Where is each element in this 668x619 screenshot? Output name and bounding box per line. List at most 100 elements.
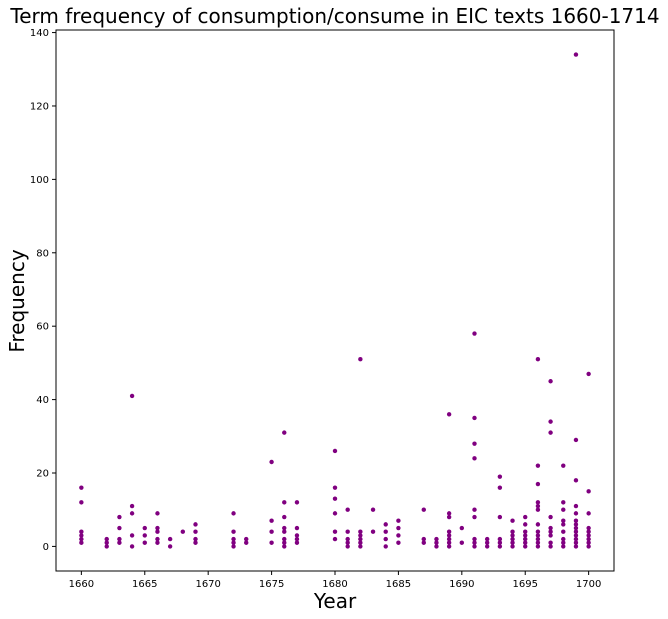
data-point <box>396 525 401 531</box>
data-point <box>345 544 350 549</box>
data-point <box>472 456 477 461</box>
data-point <box>282 540 287 545</box>
data-point <box>193 536 198 542</box>
data-point <box>282 536 287 542</box>
data-point <box>573 544 579 549</box>
data-point <box>459 525 465 531</box>
data-point <box>345 540 350 545</box>
data-point <box>535 544 541 549</box>
data-point <box>484 536 490 542</box>
data-point <box>586 544 591 549</box>
data-point <box>358 536 363 542</box>
data-point <box>142 525 147 531</box>
data-point <box>282 544 287 549</box>
data-point <box>446 529 452 534</box>
data-point <box>332 511 338 516</box>
data-point <box>510 518 515 523</box>
data-point <box>269 540 274 545</box>
data-point <box>561 544 566 549</box>
data-point <box>383 529 388 534</box>
data-point <box>358 544 363 549</box>
x-axis-label: Year <box>313 589 357 613</box>
data-point <box>561 463 566 468</box>
data-point <box>510 540 515 545</box>
data-point <box>421 540 426 545</box>
data-point <box>573 437 579 443</box>
data-point <box>446 533 452 538</box>
data-point <box>129 544 135 549</box>
data-point <box>142 540 147 545</box>
data-point <box>497 536 503 542</box>
data-point <box>535 463 541 468</box>
data-point <box>167 544 173 549</box>
data-point <box>231 529 236 534</box>
data-point <box>523 529 528 534</box>
data-point <box>535 533 541 538</box>
data-point <box>269 459 274 465</box>
y-tick-label: 120 <box>30 101 49 112</box>
data-point <box>332 536 338 542</box>
data-point <box>510 544 515 549</box>
data-point <box>79 500 84 505</box>
data-point <box>332 529 338 534</box>
data-point <box>244 540 249 545</box>
data-points <box>79 52 591 549</box>
data-point <box>472 540 477 545</box>
y-tick-label: 100 <box>30 175 49 186</box>
data-point <box>484 544 490 549</box>
y-axis-label: Frequency <box>5 249 29 352</box>
data-point <box>535 540 541 545</box>
data-point <box>155 529 160 534</box>
data-point <box>79 529 84 534</box>
data-point <box>79 485 84 490</box>
data-point <box>586 371 591 377</box>
y-tick-label: 80 <box>36 248 49 259</box>
y-tick-label: 0 <box>43 542 49 553</box>
data-point <box>535 357 541 362</box>
data-point <box>586 529 591 534</box>
data-point <box>104 544 109 549</box>
data-point <box>523 540 528 545</box>
data-point <box>586 511 591 516</box>
data-point <box>294 536 300 542</box>
data-point <box>129 511 135 516</box>
data-point <box>561 500 566 505</box>
data-point <box>573 518 579 523</box>
data-point <box>535 536 541 542</box>
data-point <box>129 533 135 538</box>
data-point <box>523 536 528 542</box>
x-tick-label: 1695 <box>513 579 538 590</box>
y-tick-label: 60 <box>36 322 49 333</box>
x-axis: 1660 1665 1670 1675 1680 1685 1690 1695 1700 <box>69 571 601 590</box>
x-tick-label: 1700 <box>576 579 601 590</box>
data-point <box>434 544 439 549</box>
data-point <box>358 533 363 538</box>
data-point <box>472 441 477 446</box>
data-point <box>282 500 287 505</box>
data-point <box>104 536 109 542</box>
data-point <box>573 522 579 527</box>
data-point <box>548 419 553 424</box>
data-point <box>586 489 591 494</box>
data-point <box>117 536 122 542</box>
data-point <box>535 522 541 527</box>
data-point <box>446 536 452 542</box>
data-point <box>446 511 452 516</box>
data-point <box>472 331 477 336</box>
data-point <box>294 533 300 538</box>
data-point <box>548 544 553 549</box>
data-point <box>561 536 566 542</box>
data-point <box>244 536 249 542</box>
data-point <box>472 507 477 512</box>
data-point <box>104 540 109 545</box>
data-point <box>294 500 300 505</box>
data-point <box>155 540 160 545</box>
data-point <box>79 536 84 542</box>
data-point <box>79 540 84 545</box>
data-point <box>484 540 490 545</box>
x-tick-label: 1665 <box>132 579 157 590</box>
data-point <box>535 503 541 509</box>
data-point <box>573 529 579 534</box>
data-point <box>345 529 350 534</box>
data-point <box>345 507 350 512</box>
